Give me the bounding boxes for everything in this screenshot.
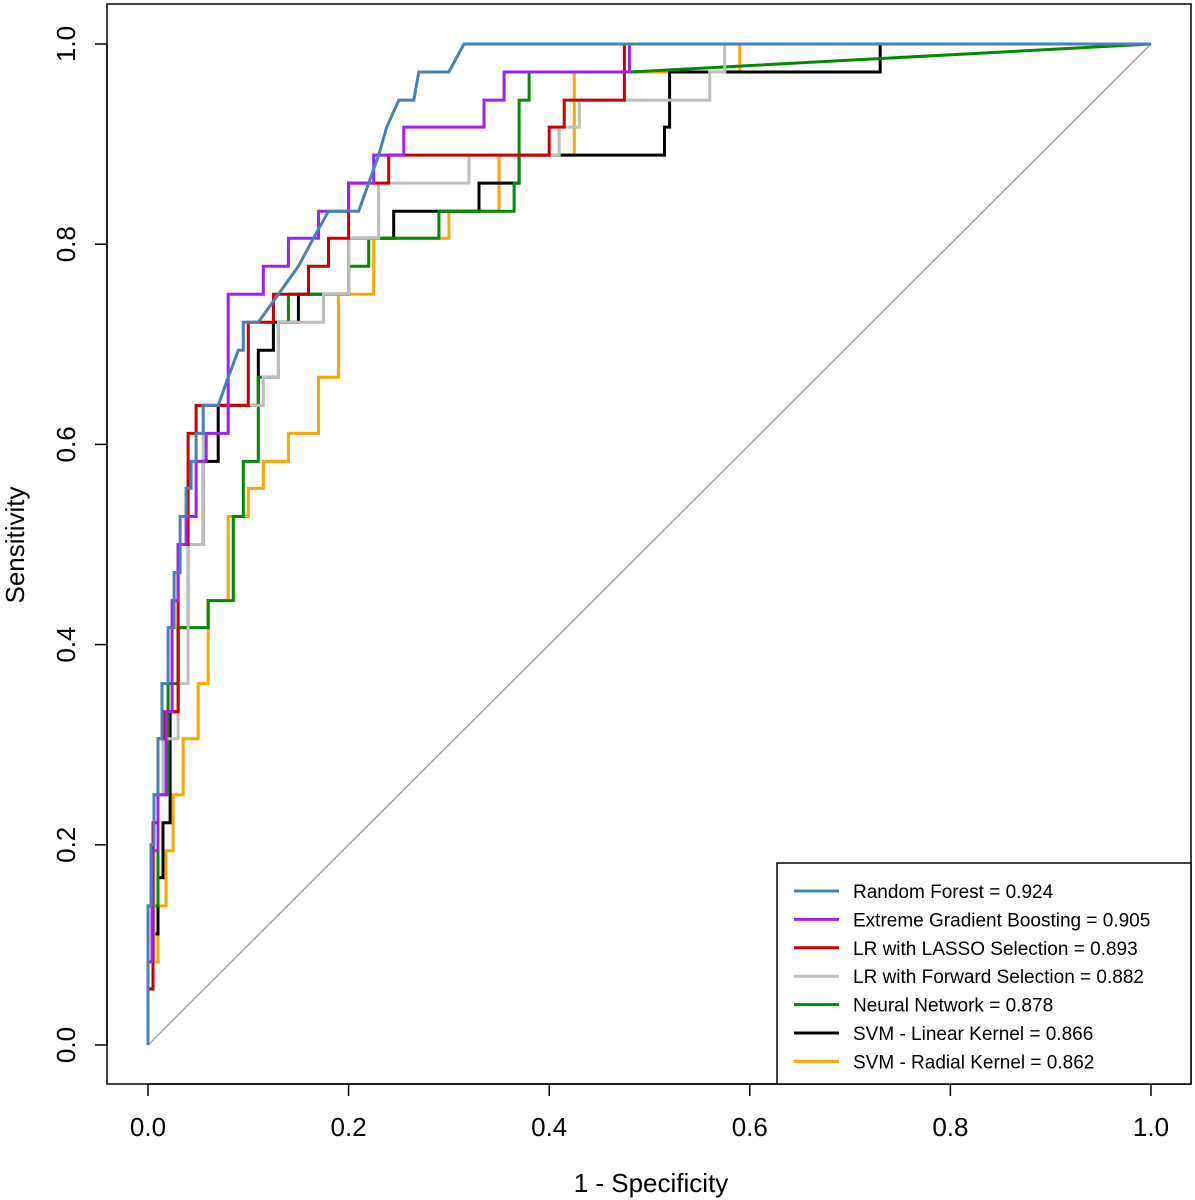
reference-diagonal (147, 43, 1152, 1046)
roc-curve-3 (146, 42, 1151, 1045)
x-tick-label: 0.4 (531, 1112, 567, 1142)
legend-entry: Neural Network = 0.878 (853, 996, 1053, 1017)
legend-entry: Extreme Gradient Boosting = 0.905 (853, 910, 1150, 931)
y-tick-label: 0.4 (51, 627, 81, 663)
y-tick-label: 0.8 (51, 226, 81, 262)
y-tick-label: 0.6 (51, 426, 81, 462)
roc-curves (146, 42, 1152, 1045)
legend-entry: LR with LASSO Selection = 0.893 (853, 939, 1138, 960)
y-tick-label: 0.0 (51, 1027, 81, 1063)
roc-curve-1 (146, 42, 1151, 1045)
legend-entry: SVM - Radial Kernel = 0.862 (853, 1052, 1094, 1073)
roc-curve-4 (146, 42, 1151, 1045)
legend-entry: SVM - Linear Kernel = 0.866 (853, 1024, 1093, 1045)
y-axis: 0.0 0.2 0.4 0.6 0.8 1.0 (51, 26, 108, 1063)
x-axis-title: 1 - Specificity (574, 1168, 729, 1198)
x-axis: 0.0 0.2 0.4 0.6 0.8 1.0 (130, 1083, 1169, 1142)
reference-line (147, 43, 1152, 1046)
roc-curve-6 (146, 42, 1151, 1045)
x-tick-label: 1.0 (1133, 1112, 1169, 1142)
x-tick-label: 0.8 (932, 1112, 968, 1142)
legend: Random Forest = 0.924 Extreme Gradient Bo… (776, 862, 1192, 1085)
x-tick-label: 0.2 (331, 1112, 367, 1142)
legend-entry: LR with Forward Selection = 0.882 (853, 967, 1144, 988)
y-tick-label: 0.2 (51, 827, 81, 863)
x-tick-label: 0.0 (130, 1112, 166, 1142)
roc-curve-2 (146, 42, 1151, 1045)
y-axis-title: Sensitivity (0, 486, 30, 603)
x-tick-label: 0.6 (732, 1112, 768, 1142)
legend-entry: Random Forest = 0.924 (853, 882, 1054, 903)
legend-box (776, 862, 1192, 1085)
y-tick-label: 1.0 (51, 26, 81, 62)
